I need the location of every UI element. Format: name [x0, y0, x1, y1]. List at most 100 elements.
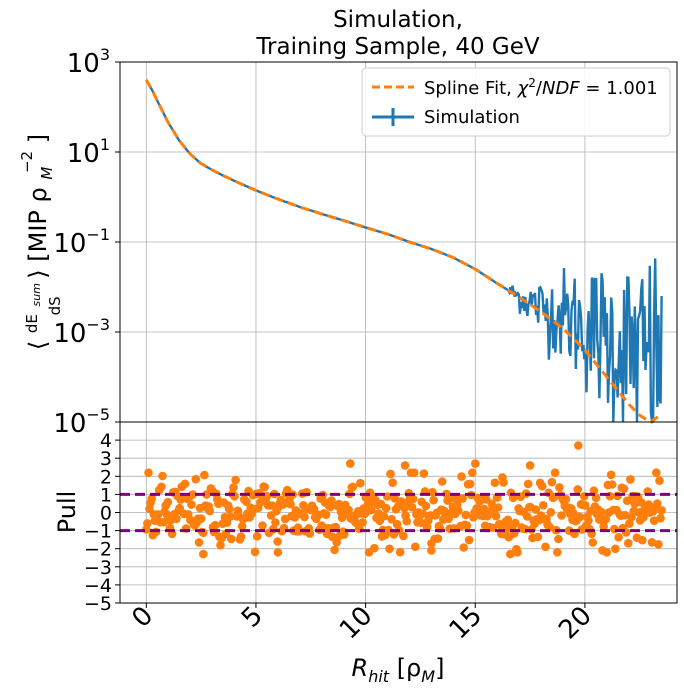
pull-point: [464, 535, 474, 545]
pull-point: [390, 494, 400, 503]
pull-point: [541, 542, 550, 552]
pull-point: [429, 495, 438, 505]
pull-point: [191, 474, 201, 484]
pull-point: [581, 501, 590, 510]
pull-point: [550, 468, 560, 478]
legend-fit-label: Spline Fit, χ2/NDF = 1.001: [424, 76, 658, 99]
pull-point: [652, 468, 661, 478]
pull-point: [147, 494, 156, 503]
pull-point: [490, 478, 500, 488]
pull-point: [358, 518, 367, 527]
main-y-tick-label-3: 10−3: [53, 315, 110, 349]
pull-point: [231, 475, 240, 485]
pull-point: [408, 494, 418, 504]
pull-point: [607, 480, 617, 489]
main-y-ticks: 103 101 10−1 10−3 10−5: [53, 45, 120, 439]
pull-point: [332, 538, 342, 547]
pull-point: [383, 492, 392, 501]
pull-point: [321, 510, 331, 519]
pull-y-tick-label-1: 3: [100, 448, 112, 470]
pull-point: [271, 518, 280, 527]
simulation-line: [145, 79, 663, 424]
main-y-tick-label-4: 10−5: [53, 405, 110, 439]
x-tick-label-1: 5: [236, 601, 269, 634]
pull-point: [180, 479, 190, 489]
pull-y-axis-label: Pull: [53, 491, 81, 534]
legend-sim-label: Simulation: [424, 107, 520, 128]
pull-point: [597, 507, 606, 517]
pull-point: [513, 548, 522, 557]
pull-point: [421, 501, 431, 511]
pull-point: [260, 482, 270, 492]
pull-y-tick-label-3: 1: [100, 484, 112, 506]
pull-point: [531, 505, 541, 514]
pull-point: [418, 509, 428, 518]
ylabel-den: dS: [46, 296, 64, 315]
pull-point: [588, 538, 598, 547]
pull-point: [286, 499, 295, 509]
pull-point: [407, 503, 417, 512]
chart-title-line-2: Training Sample, 40 GeV: [255, 34, 539, 60]
pull-point: [555, 483, 564, 492]
pull-point: [344, 505, 353, 515]
pull-point: [459, 543, 469, 552]
ylabel-sup: −2: [18, 151, 36, 173]
pull-point: [366, 505, 376, 515]
pull-point: [611, 544, 620, 554]
x-tick-label-4: 20: [553, 601, 598, 646]
pull-point: [554, 534, 563, 544]
legend-box: [361, 67, 671, 137]
x-tick-label-3: 15: [444, 601, 489, 646]
pull-point: [613, 491, 622, 501]
pull-point: [236, 532, 246, 541]
pull-point: [200, 470, 209, 480]
pull-point: [250, 547, 260, 557]
pull-point: [462, 521, 472, 530]
pull-point: [533, 532, 543, 542]
pull-point: [606, 470, 616, 480]
pull-point: [411, 542, 420, 551]
pull-y-tick-label-2: 2: [100, 466, 112, 488]
pull-point: [614, 533, 623, 542]
pull-x-ticks: 0 5 10 15 20: [126, 601, 597, 646]
pull-point: [624, 538, 633, 548]
pull-point: [493, 503, 503, 512]
pull-point: [503, 515, 513, 525]
pull-point: [388, 478, 398, 488]
svg-text:⟨ dE sum dS: ⟨ dE sum dS ⟩ [MIP ρ M −2 ]: [10, 134, 66, 350]
pull-point: [468, 468, 477, 478]
pull-point: [326, 502, 335, 512]
pull-point: [584, 516, 593, 525]
pull-point: [575, 512, 585, 522]
chart-title-line-1: Simulation,: [333, 7, 463, 33]
pull-point: [511, 518, 520, 528]
pull-point: [537, 482, 547, 491]
pull-point: [653, 499, 662, 508]
ylabel-num: dE: [23, 314, 41, 333]
pull-point: [589, 486, 599, 496]
pull-reference-lines: [120, 492, 677, 533]
pull-point: [395, 547, 405, 557]
pull-y-tick-label-9: −5: [84, 593, 112, 615]
pull-point: [465, 479, 475, 489]
pull-point: [356, 478, 365, 488]
main-y-tick-label-2: 10−1: [53, 225, 110, 259]
pull-y-tick-label-6: −2: [84, 539, 112, 561]
pull-point: [381, 503, 391, 513]
pull-point: [229, 483, 238, 492]
pull-point: [399, 531, 408, 541]
pull-point: [216, 540, 225, 550]
pull-point: [626, 475, 635, 484]
pull-point: [402, 516, 412, 526]
pull-point: [656, 513, 665, 523]
pull-outlier-0: [574, 441, 583, 450]
pull-point: [258, 521, 267, 530]
pull-point: [479, 504, 489, 514]
legend: Spline Fit, χ2/NDF = 1.001 Simulation: [361, 67, 671, 137]
pull-point: [187, 500, 196, 509]
pull-point: [488, 523, 498, 532]
pull-outlier-7: [199, 549, 208, 559]
pull-point: [416, 518, 426, 527]
pull-point: [655, 476, 664, 486]
